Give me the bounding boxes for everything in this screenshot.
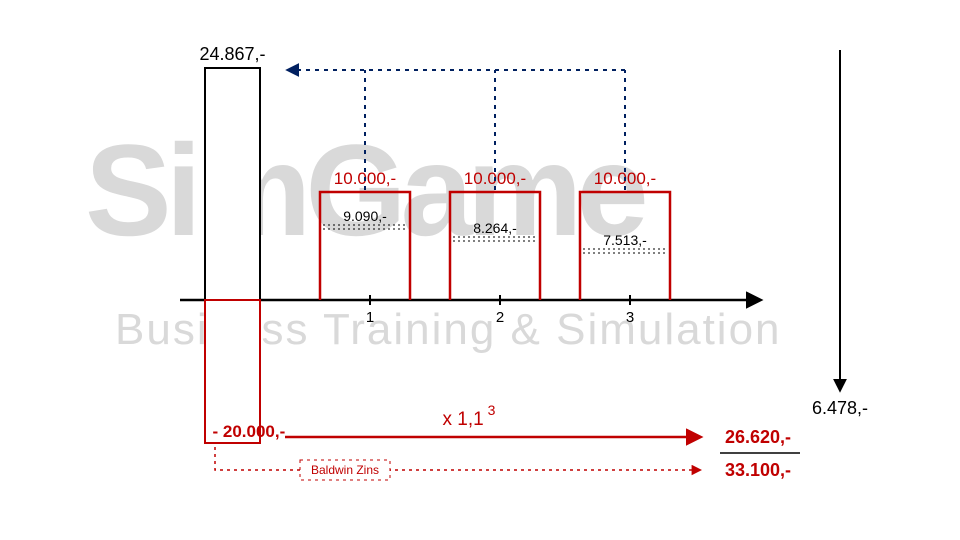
future-value-diff: 6.478,-	[812, 398, 868, 418]
bar-investment-label: - 20.000,-	[213, 422, 286, 441]
baldwin-path	[215, 447, 700, 470]
baldwin-label: Baldwin Zins	[311, 463, 379, 477]
discounted-value: 7.513,-	[603, 232, 647, 248]
x-tick-label: 1	[366, 309, 374, 326]
diagram: 012324.867,-- 20.000,-10.000,-9.090,-10.…	[0, 0, 960, 540]
x-tick-label: 2	[496, 309, 504, 326]
cashflow-bar	[450, 192, 540, 300]
compound-result: 26.620,-	[725, 427, 791, 447]
bar-npv	[205, 68, 260, 300]
discounted-value: 8.264,-	[473, 220, 517, 236]
bar-npv-label: 24.867,-	[199, 44, 265, 64]
compound-formula: x 1,1 3	[443, 402, 496, 430]
discounted-value: 9.090,-	[343, 208, 387, 224]
x-tick-label: 3	[626, 309, 634, 326]
baldwin-sum: 33.100,-	[725, 460, 791, 480]
